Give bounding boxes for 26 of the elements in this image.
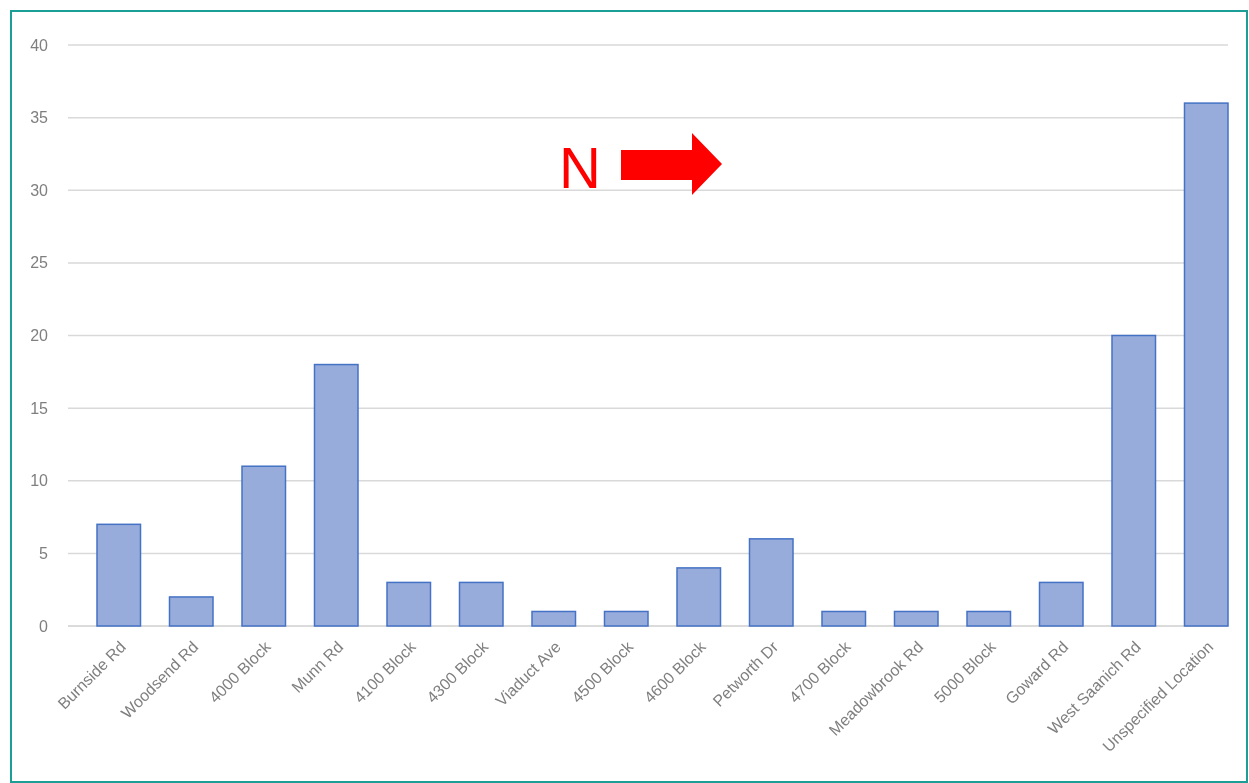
bar bbox=[241, 465, 287, 627]
bar bbox=[458, 581, 504, 627]
bar bbox=[603, 610, 649, 627]
bar bbox=[96, 523, 142, 627]
y-tick-label: 30 bbox=[30, 181, 49, 199]
y-tick-label: 5 bbox=[39, 544, 49, 562]
y-tick-label: 10 bbox=[30, 472, 49, 490]
y-tick-label: 25 bbox=[30, 254, 49, 272]
bar bbox=[1111, 334, 1157, 627]
bar bbox=[168, 596, 214, 627]
bar bbox=[1183, 102, 1229, 627]
bar bbox=[386, 581, 432, 627]
bar bbox=[1038, 581, 1084, 627]
y-tick-label: 40 bbox=[30, 36, 49, 54]
bar bbox=[748, 538, 794, 627]
annotation: N bbox=[559, 135, 601, 200]
y-tick-label: 20 bbox=[30, 327, 49, 345]
bar bbox=[966, 610, 1012, 627]
bar bbox=[821, 610, 867, 627]
y-tick-label: 15 bbox=[30, 399, 49, 417]
bar bbox=[531, 610, 577, 627]
bar bbox=[893, 610, 939, 627]
y-tick-label: 35 bbox=[30, 109, 49, 127]
bar bbox=[313, 363, 359, 627]
bar bbox=[676, 567, 722, 627]
y-tick-label: 0 bbox=[39, 617, 49, 635]
